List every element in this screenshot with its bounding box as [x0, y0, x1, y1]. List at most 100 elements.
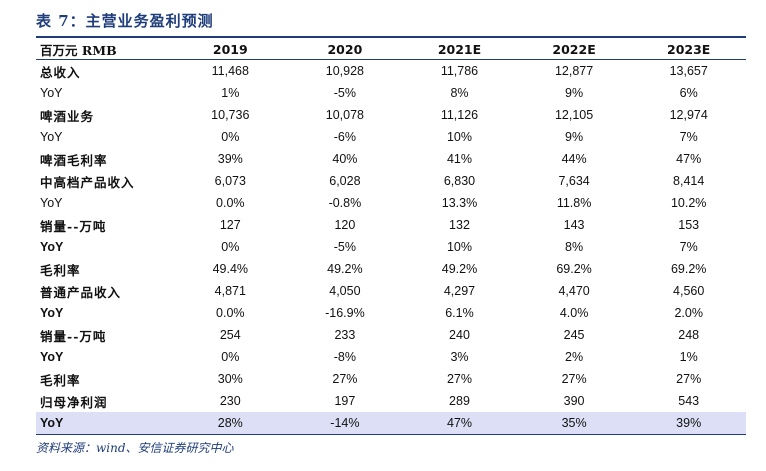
row-value: 2.0% [674, 306, 703, 320]
table-row: 归母净利润 230 197 289 390 543 [36, 390, 746, 412]
row-value: 49.2% [327, 262, 363, 276]
row-value: 1% [221, 86, 240, 100]
row-value: 240 [449, 328, 470, 342]
row-value: 47% [402, 412, 517, 435]
header-year-2021e: 2021E [402, 39, 517, 60]
row-value: -5% [333, 240, 356, 254]
row-value: -14% [287, 412, 403, 435]
row-label: YoY [36, 412, 173, 435]
row-value: 3% [450, 350, 469, 364]
row-label: YoY [40, 350, 64, 364]
row-value: 27% [446, 372, 472, 386]
row-value: 0% [221, 130, 240, 144]
row-value: 10,736 [211, 108, 250, 122]
row-value: 7% [679, 130, 698, 144]
table-row: 总收入 11,468 10,928 11,786 12,877 13,657 [36, 60, 746, 83]
row-value: 197 [334, 394, 356, 408]
row-value: 10% [446, 240, 472, 254]
row-value: 230 [219, 394, 241, 408]
row-value: 390 [563, 394, 585, 408]
source-note: 资料来源：wind、安信证券研究中心 [36, 441, 234, 455]
row-value: 44% [561, 152, 587, 166]
row-value: 28% [173, 412, 288, 435]
row-label: 销量--万吨 [40, 328, 107, 344]
table-row: YoY 0.0% -0.8% 13.3% 11.8% 10.2% [36, 192, 746, 214]
row-value: -16.9% [325, 306, 365, 320]
row-value: 132 [449, 218, 470, 232]
title-rule [36, 36, 746, 38]
row-value: 11.8% [556, 196, 592, 210]
row-value: 49.4% [212, 262, 249, 276]
row-value: 4,560 [673, 284, 705, 298]
row-value: 6% [679, 86, 698, 100]
row-value: -8% [333, 350, 356, 364]
row-value: 8% [565, 240, 584, 254]
table-row: 中高档产品收入 6,073 6,028 6,830 7,634 8,414 [36, 170, 746, 192]
row-value: 13,657 [669, 64, 708, 78]
row-value: 6,073 [214, 174, 246, 188]
row-value: 4,297 [443, 284, 476, 298]
row-value: 11,786 [440, 64, 479, 78]
row-value: 13.3% [441, 196, 478, 210]
table-row: YoY 1% -5% 8% 9% 6% [36, 82, 746, 104]
header-year-2023e: 2023E [631, 39, 746, 60]
row-label: 销量--万吨 [40, 218, 107, 234]
forecast-table: 百万元 RMB 2019 2020 2021E 2022E 2023E 总收入 1… [36, 39, 746, 435]
row-value: 7% [679, 240, 698, 254]
row-label: 总收入 [40, 64, 81, 80]
table-row: 毛利率 49.4% 49.2% 49.2% 69.2% 69.2% [36, 258, 746, 280]
table-row: 销量--万吨 254 233 240 245 248 [36, 324, 746, 346]
row-value: 47% [676, 152, 702, 166]
row-label: YoY [40, 196, 63, 210]
row-value: -6% [333, 130, 356, 144]
row-value: 40% [332, 152, 358, 166]
header-row: 百万元 RMB 2019 2020 2021E 2022E 2023E [36, 39, 746, 60]
header-year-2022e: 2022E [516, 39, 632, 60]
header-unit: 百万元 RMB [36, 39, 173, 60]
table-row: YoY 0% -8% 3% 2% 1% [36, 346, 746, 368]
table-row: YoY 28% -14% 47% 35% 39% [36, 412, 746, 435]
row-label: YoY [40, 86, 63, 100]
row-value: 233 [334, 328, 356, 342]
table-row: YoY 0% -5% 10% 8% 7% [36, 236, 746, 258]
table-row: 销量--万吨 127 120 132 143 153 [36, 214, 746, 236]
row-label: 啤酒业务 [40, 108, 95, 124]
row-label: YoY [40, 240, 64, 254]
row-value: 10% [446, 130, 472, 144]
row-value: 6.1% [445, 306, 474, 320]
row-label: 中高档产品收入 [40, 174, 135, 190]
row-value: 9% [565, 86, 584, 100]
table-row: YoY 0% -6% 10% 9% 7% [36, 126, 746, 148]
row-value: 153 [678, 218, 700, 232]
row-value: 120 [334, 218, 356, 232]
row-value: 254 [219, 328, 241, 342]
row-value: 39% [631, 412, 746, 435]
row-value: 12,877 [554, 64, 594, 78]
row-value: 10,078 [325, 108, 364, 122]
row-value: 8% [450, 86, 469, 100]
row-value: 69.2% [556, 262, 592, 276]
header-year-2019: 2019 [173, 39, 288, 60]
row-value: 0.0% [216, 306, 245, 320]
row-value: 2% [565, 350, 584, 364]
row-value: 69.2% [670, 262, 707, 276]
row-label: 普通产品收入 [40, 284, 122, 300]
header-year-2020: 2020 [287, 39, 403, 60]
row-value: 11,126 [440, 108, 479, 122]
row-value: 4.0% [559, 306, 589, 320]
row-value: 10.2% [670, 196, 707, 210]
row-value: 4,050 [329, 284, 361, 298]
row-value: 143 [563, 218, 585, 232]
row-label: 毛利率 [40, 372, 81, 388]
row-value: 27% [332, 372, 358, 386]
row-value: 0% [221, 240, 240, 254]
row-label: 啤酒毛利率 [40, 152, 108, 168]
row-value: 39% [217, 152, 243, 166]
row-value: 0.0% [216, 196, 245, 210]
row-value: -5% [333, 86, 356, 100]
table-row: 普通产品收入 4,871 4,050 4,297 4,470 4,560 [36, 280, 746, 302]
row-value: 8,414 [673, 174, 705, 188]
row-value: 41% [446, 152, 472, 166]
row-value: 4,871 [214, 284, 246, 298]
row-value: 12,974 [669, 108, 708, 122]
